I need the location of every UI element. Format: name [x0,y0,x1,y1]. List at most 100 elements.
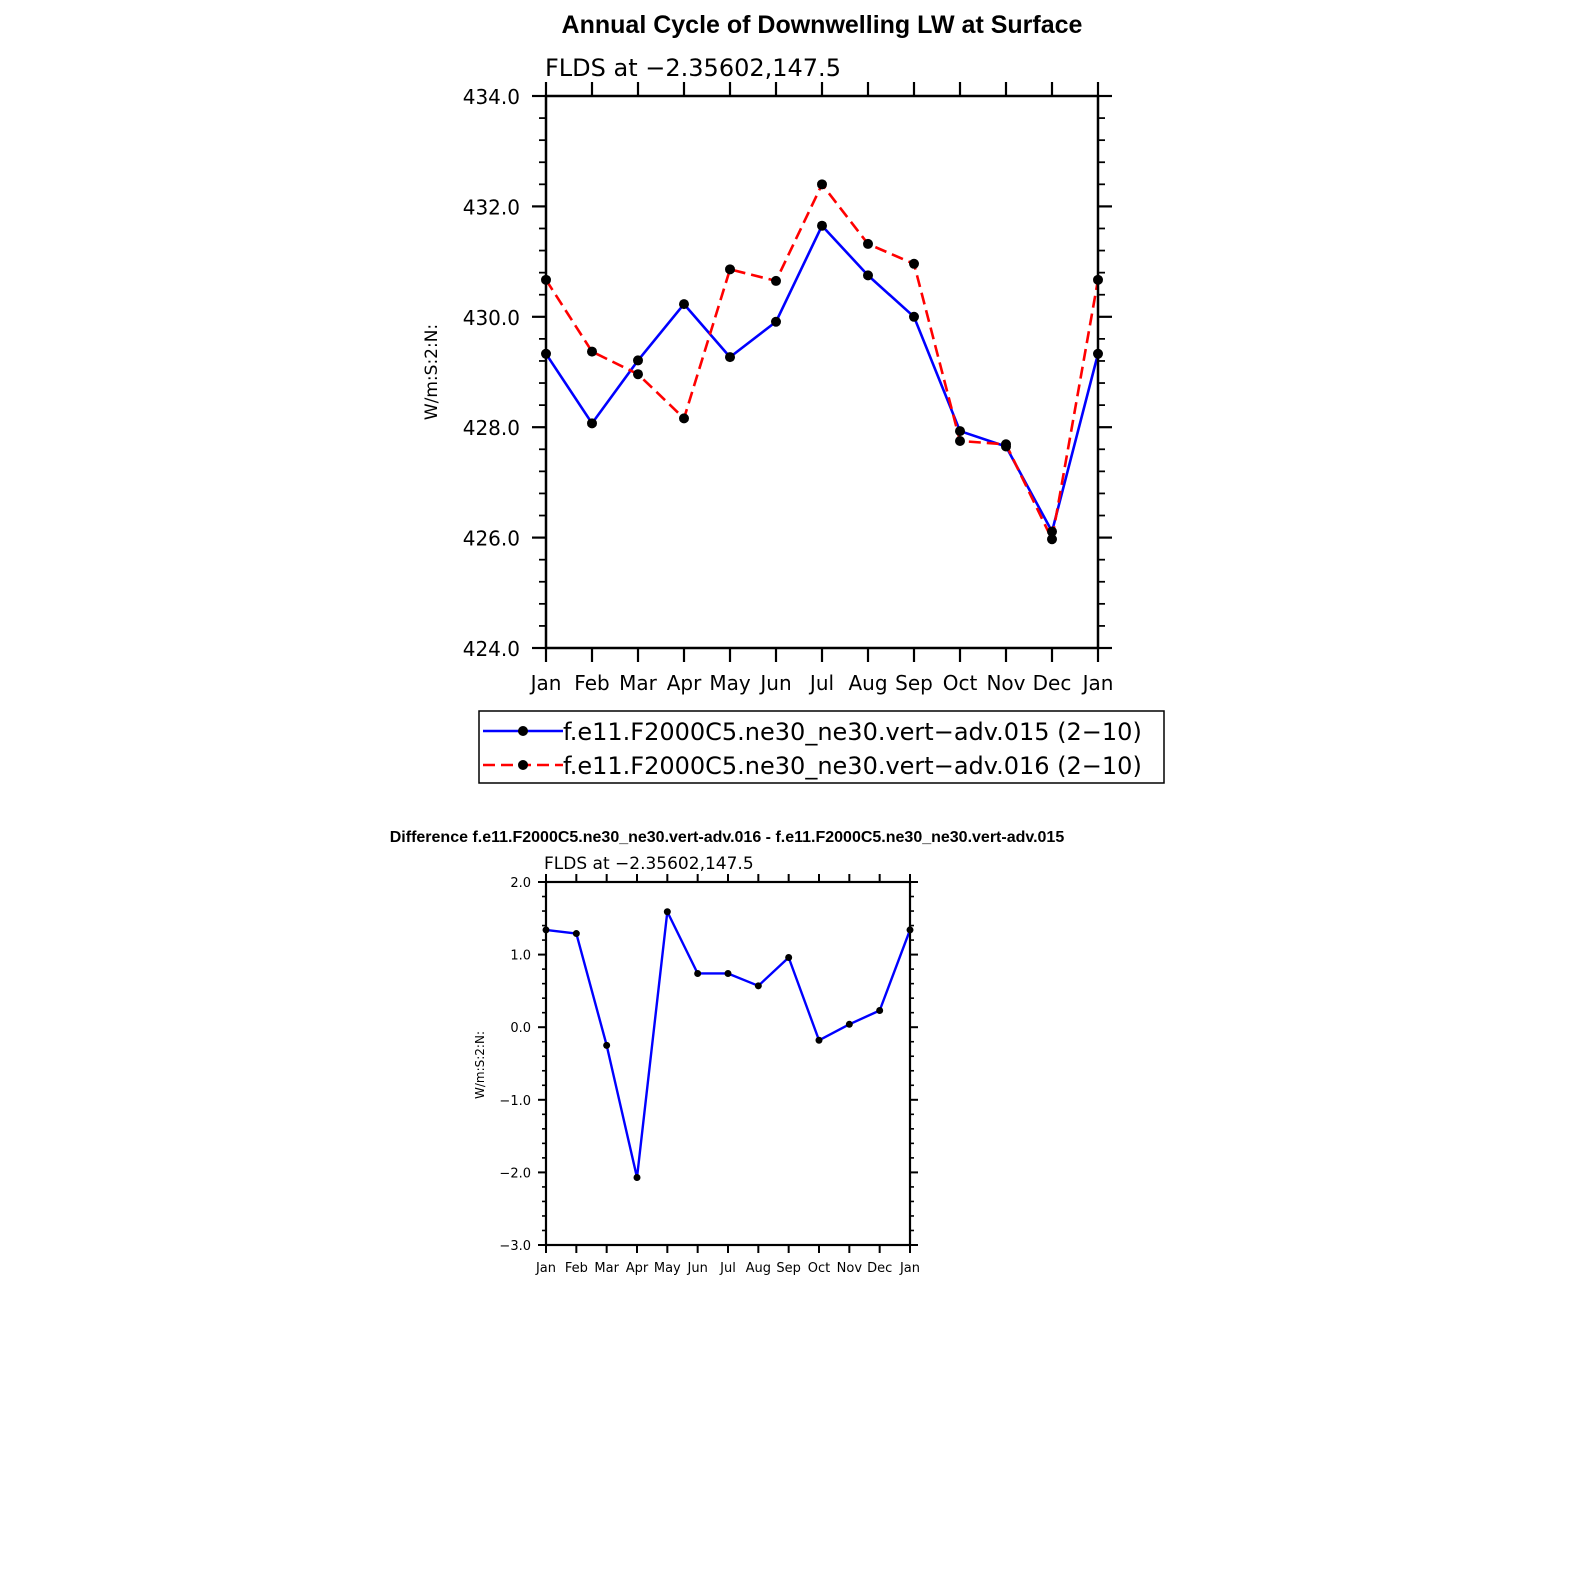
x-tick-label: Aug [746,1261,771,1276]
chart2-minor-ticks [542,895,914,1232]
x-tick-label: Jan [1081,671,1114,695]
data-point-series1 [955,426,965,437]
x-tick-label: Jul [719,1261,736,1276]
chart2-y-tick-labels: −3.0 −2.0 −1.0 0.0 1.0 2.0 [499,876,531,1254]
legend-box [478,710,1165,784]
data-point-series1 [603,1041,611,1049]
legend-label-series2: f.e11.F2000C5.ne30_ne30.vert−adv.016 (2−… [563,752,1142,780]
chart2-major-ticks [538,874,918,1253]
y-tick-label: 426.0 [463,527,520,551]
chart2-ylabel: W/m:S:2:N: [473,1031,487,1099]
x-tick-label: Jan [899,1261,920,1276]
chart1-y-tick-labels: 424.0 426.0 428.0 430.0 432.0 434.0 [463,85,520,661]
chart1-markers [541,179,1103,545]
data-point-series1 [817,220,827,231]
chart2-title: Difference f.e11.F2000C5.ne30_ne30.vert-… [390,829,1065,846]
data-point-series1 [587,418,597,429]
data-point-series1 [633,1173,641,1181]
data-point-series1 [1047,526,1057,537]
data-point-series2 [633,369,643,380]
x-tick-label: Mar [594,1261,619,1276]
data-point-series2 [587,346,597,357]
chart1-subtitle: FLDS at −2.35602,147.5 [545,54,841,82]
series-line-1 [544,224,1100,533]
y-tick-label: 428.0 [463,416,520,440]
data-point-series1 [909,311,919,322]
chart1-major-ticks [532,82,1112,662]
data-point-series1 [845,1020,853,1028]
x-tick-label: Sep [895,671,933,695]
y-tick-label: −3.0 [499,1239,531,1254]
chart1-title: Annual Cycle of Downwelling LW at Surfac… [562,11,1083,39]
y-tick-label: 434.0 [463,85,520,109]
chart2-frame [544,880,912,1247]
data-point-series1 [815,1036,823,1044]
x-tick-label: Sep [776,1261,801,1276]
y-tick-label: −1.0 [499,1094,531,1109]
difference-chart: Difference f.e11.F2000C5.ne30_ne30.vert-… [390,829,1065,1276]
data-point-series1 [863,270,873,281]
x-tick-label: Jun [758,671,791,695]
x-tick-label: Mar [619,671,658,695]
chart2-x-tick-labels: Jan Feb Mar Apr May Jun Jul Aug Sep Oct Nov Dec Jan [535,1261,920,1276]
chart1-ylabel: W/m:S:2:N: [422,324,442,420]
legend-marker-series1 [518,726,528,736]
data-point-series1 [694,969,702,977]
data-point-series2 [909,258,919,269]
chart2-series-lines [545,910,912,1179]
x-tick-label: May [709,671,751,695]
x-tick-label: Jul [808,671,834,695]
x-tick-label: Feb [574,671,609,695]
data-point-series2 [817,179,827,190]
x-tick-label: Jan [535,1261,556,1276]
chart1-frame [544,94,1100,650]
data-point-series1 [663,908,671,916]
y-tick-label: 430.0 [463,306,520,330]
series-line-1 [545,910,912,1179]
data-point-series1 [754,982,762,990]
x-tick-label: Apr [626,1261,649,1276]
x-tick-label: Nov [837,1261,863,1276]
x-tick-label: Oct [808,1261,830,1276]
x-tick-label: Oct [943,671,978,695]
y-tick-label: 2.0 [510,876,531,891]
y-tick-label: 0.0 [510,1021,531,1036]
legend-marker-series2 [518,760,528,770]
series-line-2 [544,183,1100,541]
data-point-series1 [679,299,689,310]
x-tick-label: Jun [687,1261,708,1276]
y-tick-label: 424.0 [463,637,520,661]
data-point-series1 [785,954,793,962]
x-tick-label: Aug [848,671,887,695]
data-point-series2 [1047,534,1057,545]
data-point-series2 [863,238,873,249]
data-point-series1 [725,352,735,363]
y-tick-label: 1.0 [510,949,531,964]
x-tick-label: Apr [667,671,702,695]
annual-cycle-chart: Annual Cycle of Downwelling LW at Surfac… [422,11,1165,784]
data-point-series2 [955,436,965,446]
y-tick-label: −2.0 [499,1166,531,1181]
data-point-series2 [771,275,781,286]
data-point-series2 [679,413,689,424]
data-point-series1 [633,355,643,366]
chart2-subtitle: FLDS at −2.35602,147.5 [544,854,754,874]
data-point-series1 [572,930,580,938]
chart1-minor-ticks [539,117,1105,627]
chart1-x-tick-labels: Jan Feb Mar Apr May Jun Jul Aug Sep Oct Nov Dec Jan [529,671,1114,695]
chart2-markers [542,908,914,1181]
data-point-series1 [771,316,781,327]
data-point-series2 [725,264,735,275]
data-point-series1 [876,1007,884,1015]
x-tick-label: Nov [986,671,1025,695]
x-tick-label: Feb [565,1261,588,1276]
chart1-legend: f.e11.F2000C5.ne30_ne30.vert−adv.015 (2−… [478,710,1165,784]
x-tick-label: Dec [1033,671,1072,695]
y-tick-label: 432.0 [463,195,520,219]
x-tick-label: Jan [529,671,562,695]
data-point-series2 [1001,439,1011,450]
chart1-series-lines [544,183,1100,541]
x-tick-label: Dec [867,1261,892,1276]
data-point-series1 [724,969,732,977]
